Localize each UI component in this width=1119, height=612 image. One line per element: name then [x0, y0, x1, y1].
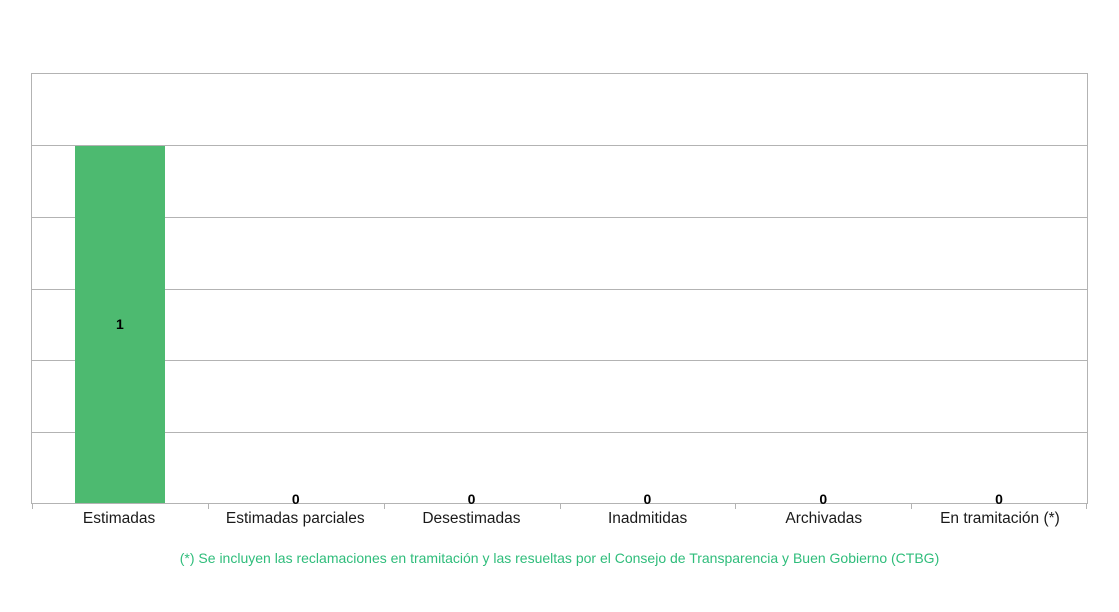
x-axis-label-estimadas-parciales: Estimadas parciales [225, 510, 365, 527]
bar-value-label: 0 [467, 491, 476, 507]
category-slot-desestimadas: 0 [384, 74, 560, 507]
axis-tick [383, 503, 385, 509]
gridline [32, 145, 1087, 147]
bar-value-label: 0 [819, 491, 828, 507]
plot-area: 1 0 0 0 0 0 [31, 73, 1088, 509]
x-axis-ticks [32, 503, 1087, 510]
category-slot-inadmitidas: 0 [559, 74, 735, 507]
gridline [32, 216, 1087, 218]
x-axis-label-inadmitidas: Inadmitidas [607, 510, 688, 527]
chart-footnote: (*) Se incluyen las reclamaciones en tra… [179, 550, 940, 566]
x-axis-label-en-tramitacion: En tramitación (*) [940, 510, 1060, 527]
bar-value-label: 0 [995, 491, 1003, 507]
axis-tick [32, 503, 33, 509]
axis-tick [735, 503, 737, 509]
axis-tick [559, 503, 561, 509]
gridline [32, 359, 1087, 361]
x-axis-label-estimadas: Estimadas [82, 510, 156, 527]
axis-tick [1086, 503, 1087, 509]
bars-layer: 1 0 0 0 0 0 [32, 74, 1087, 507]
category-slot-estimadas: 1 [32, 74, 208, 503]
bar-value-label: 0 [291, 491, 300, 507]
x-axis-labels: Estimadas Estimadas parciales Desestimadas… [31, 508, 1088, 530]
axis-tick [911, 503, 913, 509]
bar-value-label: 0 [643, 491, 652, 507]
gridline [32, 288, 1087, 290]
category-slot-archivadas: 0 [735, 74, 911, 507]
bar-value-label: 1 [116, 316, 124, 333]
category-slot-estimadas-parciales: 0 [208, 74, 384, 507]
category-slot-en-tramitacion: 0 [911, 74, 1087, 507]
gridline [32, 431, 1087, 433]
bar-estimadas[interactable]: 1 [74, 145, 165, 503]
axis-tick [207, 503, 209, 509]
x-axis-label-archivadas: Archivadas [785, 510, 863, 527]
x-axis-label-desestimadas: Desestimadas [422, 510, 521, 527]
